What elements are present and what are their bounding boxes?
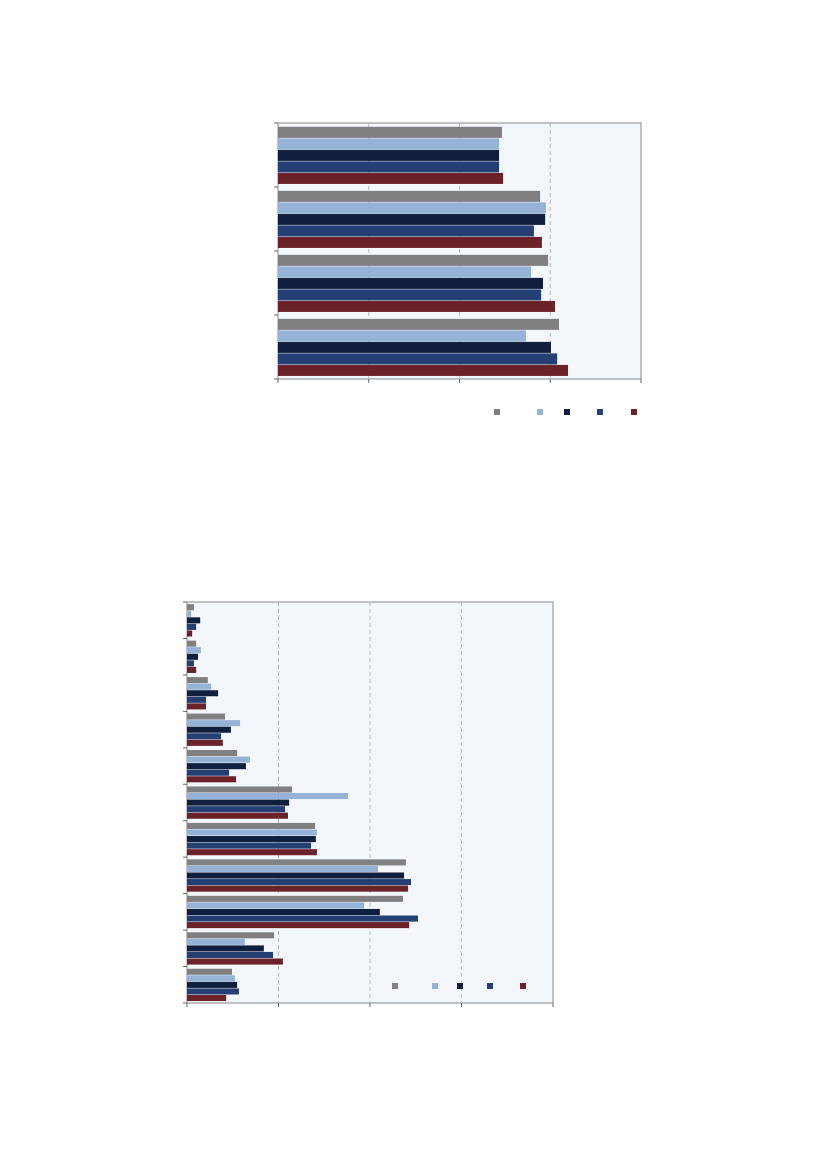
bar bbox=[187, 653, 198, 660]
bar bbox=[187, 812, 289, 819]
bar bbox=[278, 236, 542, 248]
bar bbox=[187, 739, 223, 746]
bar bbox=[278, 149, 500, 161]
bar bbox=[187, 786, 293, 793]
bar bbox=[187, 885, 409, 892]
legend-marker bbox=[392, 983, 398, 989]
bar bbox=[278, 266, 532, 278]
bar bbox=[187, 981, 238, 988]
bar bbox=[187, 879, 411, 886]
bar bbox=[187, 666, 197, 673]
legend-marker bbox=[537, 409, 543, 415]
bar bbox=[187, 902, 365, 909]
bar bbox=[187, 872, 405, 879]
bar bbox=[187, 915, 418, 922]
bar bbox=[187, 630, 193, 637]
bar bbox=[278, 300, 555, 312]
legend-marker bbox=[432, 983, 438, 989]
bar bbox=[278, 330, 526, 342]
bar bbox=[187, 938, 245, 945]
bar bbox=[187, 793, 349, 800]
bar bbox=[187, 958, 283, 965]
bar bbox=[278, 277, 543, 289]
bar bbox=[187, 677, 208, 684]
bar bbox=[187, 994, 227, 1002]
bar bbox=[187, 895, 403, 902]
bar bbox=[187, 720, 241, 727]
bar bbox=[187, 750, 238, 757]
bar bbox=[278, 202, 546, 214]
bar bbox=[187, 922, 410, 929]
bar bbox=[187, 726, 231, 733]
bar bbox=[187, 865, 379, 872]
bar bbox=[187, 733, 222, 740]
bar bbox=[187, 859, 406, 866]
bar bbox=[187, 703, 207, 710]
bar bbox=[187, 945, 264, 952]
bar bbox=[187, 799, 290, 806]
bar bbox=[187, 849, 317, 856]
bar bbox=[187, 975, 235, 982]
bar bbox=[187, 822, 316, 829]
bar bbox=[278, 289, 542, 301]
bar bbox=[187, 763, 246, 770]
bar bbox=[187, 829, 317, 836]
bar bbox=[187, 908, 380, 916]
bar bbox=[278, 341, 551, 353]
legend-marker bbox=[457, 983, 463, 989]
bar bbox=[278, 126, 502, 138]
bar bbox=[278, 364, 569, 376]
bar bbox=[278, 172, 504, 184]
bar bbox=[187, 932, 275, 939]
legend-marker bbox=[494, 409, 500, 415]
bar bbox=[187, 968, 233, 975]
bar bbox=[187, 647, 201, 654]
bar bbox=[187, 690, 219, 697]
bar bbox=[278, 254, 549, 266]
bar bbox=[187, 683, 212, 690]
bar bbox=[187, 836, 316, 843]
bar bbox=[187, 604, 194, 611]
bar bbox=[187, 756, 250, 763]
bar bbox=[187, 806, 286, 813]
bar bbox=[187, 842, 312, 849]
bar bbox=[187, 713, 226, 720]
bar bbox=[187, 988, 239, 995]
bar bbox=[278, 161, 500, 173]
bar bbox=[187, 623, 197, 630]
legend-marker bbox=[631, 409, 637, 415]
bar bbox=[187, 610, 192, 617]
bar bbox=[278, 138, 500, 150]
legend-marker bbox=[487, 983, 493, 989]
bar bbox=[187, 640, 197, 647]
bar bbox=[187, 660, 194, 667]
legend-marker bbox=[520, 983, 526, 989]
bar bbox=[278, 353, 558, 365]
bar bbox=[187, 617, 201, 624]
bar bbox=[278, 225, 534, 237]
bar bbox=[278, 190, 541, 202]
bar bbox=[187, 769, 230, 776]
bar bbox=[187, 951, 274, 959]
bar bbox=[187, 696, 207, 703]
legend-marker bbox=[564, 409, 570, 415]
bar bbox=[278, 318, 559, 330]
legend-marker bbox=[597, 409, 603, 415]
bar bbox=[278, 213, 546, 225]
bar bbox=[187, 776, 237, 783]
